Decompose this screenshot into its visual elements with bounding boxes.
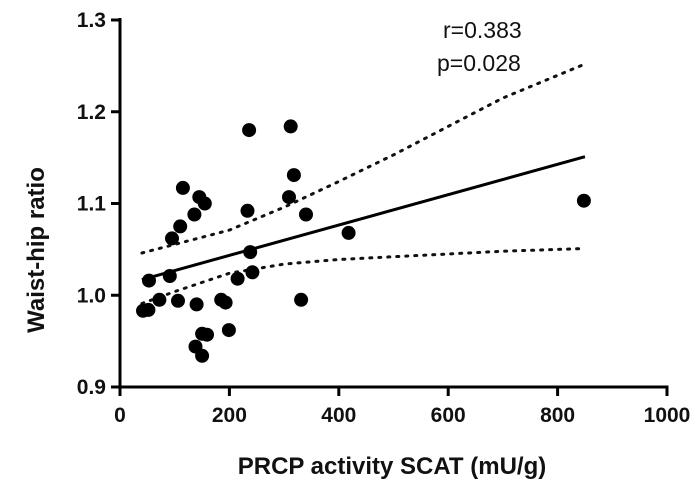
- data-point-4: [152, 292, 167, 307]
- y-tick-label-2: 1.1: [77, 193, 107, 216]
- ci-lower-line: [140, 247, 587, 305]
- y-tick-label-3: 1.2: [77, 101, 106, 124]
- data-point-8: [173, 219, 188, 234]
- data-point-29: [294, 292, 309, 307]
- data-point-6: [165, 231, 179, 246]
- x-tick-label-2: 400: [321, 404, 356, 427]
- data-point-19: [218, 295, 233, 310]
- y-tick-label-0: 0.9: [77, 376, 106, 399]
- x-tick-label-1: 200: [212, 404, 247, 427]
- data-point-20: [221, 323, 236, 338]
- data-point-2: [141, 302, 156, 317]
- x-tick-label-5: 1000: [644, 404, 691, 427]
- data-point-21: [230, 271, 245, 286]
- x-tick-label-4: 800: [540, 404, 575, 427]
- data-point-5: [162, 269, 177, 283]
- data-point-30: [299, 207, 313, 222]
- y-axis-label: Waist-hip ratio: [23, 167, 50, 333]
- data-point-17: [200, 327, 214, 342]
- data-point-28: [286, 168, 301, 183]
- x-tick-label-3: 600: [431, 404, 466, 427]
- data-point-22: [240, 203, 255, 218]
- data-point-23: [242, 123, 257, 138]
- regression-line: [141, 155, 586, 282]
- y-tick-label-4: 1.3: [77, 9, 106, 32]
- data-point-3: [142, 273, 156, 288]
- data-point-10: [187, 207, 202, 222]
- y-tick-label-1: 1.0: [77, 284, 106, 307]
- annotation-p: p=0.028: [437, 50, 521, 76]
- data-point-16: [197, 196, 212, 211]
- data-point-25: [245, 265, 260, 280]
- plot-area: [136, 62, 591, 363]
- data-point-7: [171, 293, 185, 308]
- data-point-32: [576, 193, 591, 208]
- x-axis-label: PRCP activity SCAT (mU/g): [238, 453, 547, 480]
- data-point-12: [189, 297, 204, 312]
- data-point-9: [175, 180, 190, 195]
- x-tick-label-0: 0: [114, 404, 126, 427]
- data-point-31: [341, 225, 356, 240]
- data-point-27: [283, 119, 298, 134]
- annotation-r: r=0.383: [443, 17, 522, 43]
- ci-upper-line: [140, 62, 587, 255]
- data-point-24: [243, 245, 258, 260]
- axes: 0.9 1.0 1.1 1.2 1.3 0 200 400 600 800 1000: [77, 9, 691, 427]
- data-point-26: [282, 190, 296, 205]
- data-point-14: [195, 348, 210, 363]
